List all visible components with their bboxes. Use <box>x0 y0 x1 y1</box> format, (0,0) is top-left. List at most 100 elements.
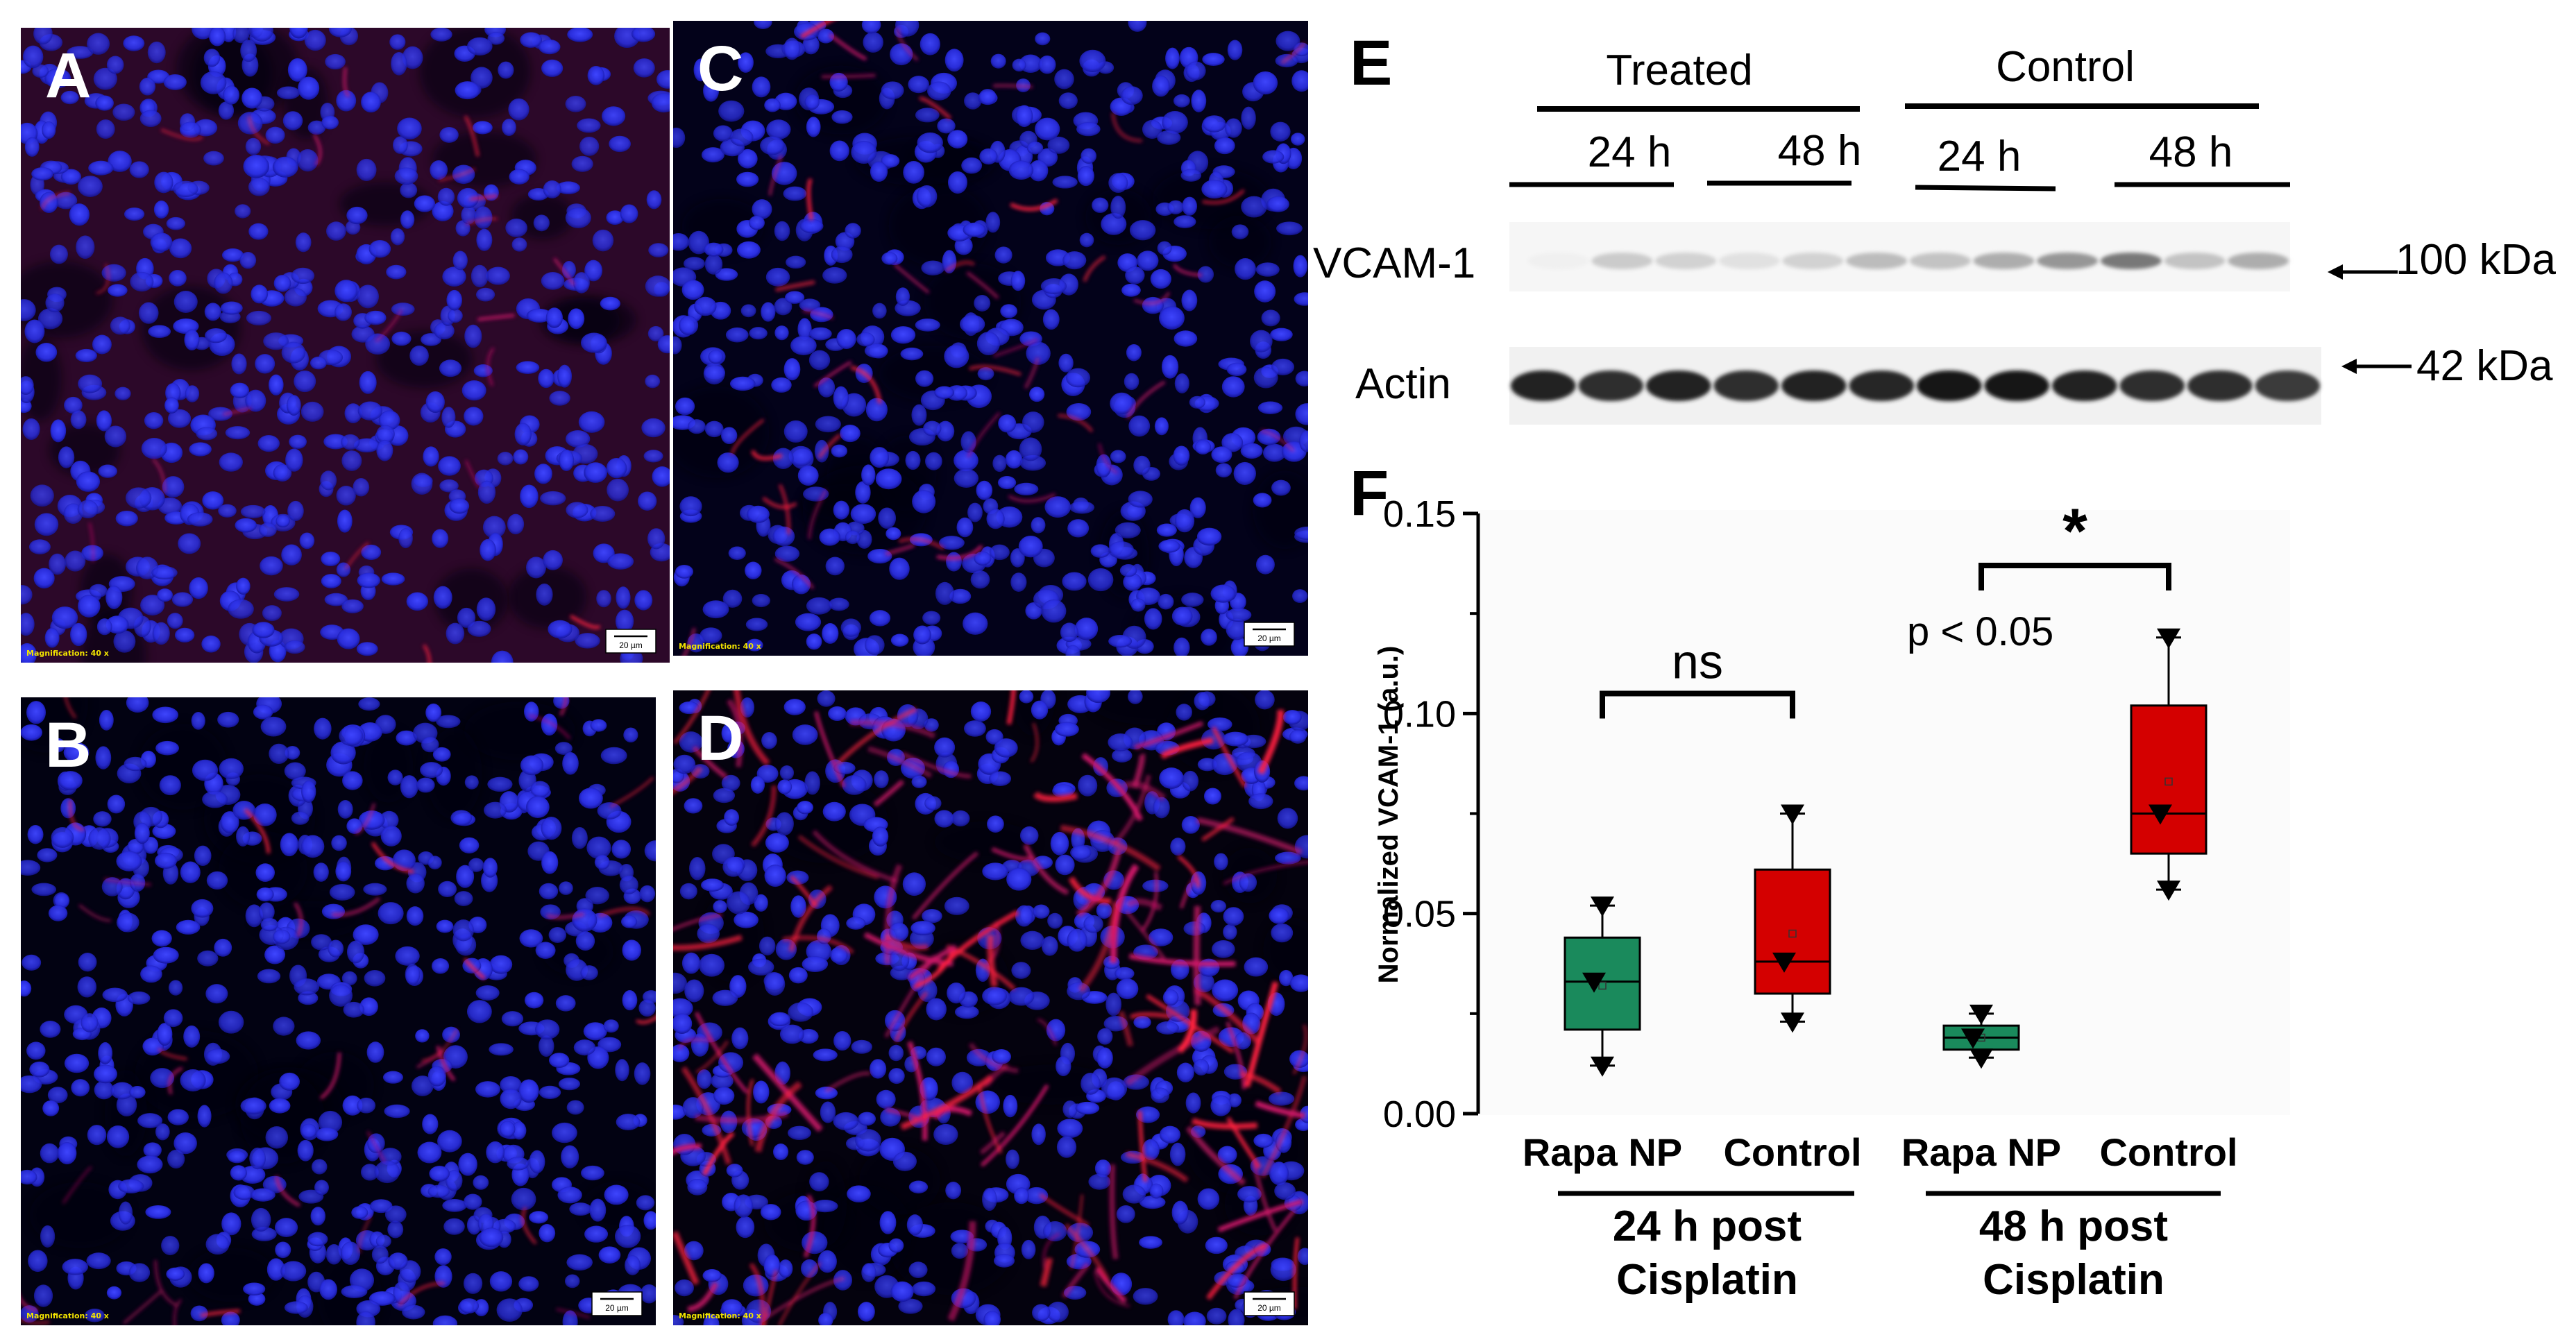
group-label: Cisplatin <box>1983 1256 2164 1304</box>
nucleus <box>386 264 407 280</box>
nucleus <box>163 1009 183 1028</box>
nucleus <box>722 589 743 608</box>
band <box>1849 371 1915 401</box>
nucleus <box>331 835 347 851</box>
nucleus <box>139 110 162 128</box>
nucleus <box>129 161 149 178</box>
nucleus <box>562 751 579 775</box>
nucleus <box>115 386 131 400</box>
nucleus <box>1225 118 1242 138</box>
nucleus <box>912 490 936 513</box>
nucleus <box>1019 437 1042 461</box>
nucleus <box>828 706 847 722</box>
band <box>1645 371 1711 401</box>
nucleus <box>110 316 130 335</box>
nucleus <box>486 266 510 285</box>
nucleus <box>1096 902 1112 919</box>
nucleus <box>300 1123 317 1139</box>
nucleus <box>908 76 929 94</box>
nucleus <box>1011 962 1031 979</box>
nucleus <box>84 1309 105 1323</box>
nucleus <box>802 1231 828 1255</box>
nucleus <box>989 771 1012 787</box>
nucleus <box>31 167 53 181</box>
nucleus <box>1096 1047 1113 1069</box>
nucleus <box>69 203 90 226</box>
nucleus <box>1079 49 1106 73</box>
nucleus <box>235 518 257 533</box>
nucleus <box>178 533 201 554</box>
vcam-stain <box>936 545 983 560</box>
nucleus <box>253 803 277 826</box>
nucleus <box>1000 304 1018 318</box>
nucleus <box>1022 411 1044 433</box>
nucleus <box>797 465 819 486</box>
nucleus <box>118 1179 144 1193</box>
nucleus <box>1271 923 1294 943</box>
nucleus <box>314 1180 329 1196</box>
nucleus <box>356 642 378 656</box>
nucleus <box>49 244 68 264</box>
nucleus <box>366 1041 384 1063</box>
vcam-stain <box>463 958 486 980</box>
nucleus <box>902 872 926 896</box>
nucleus <box>614 1225 641 1248</box>
nucleus <box>209 28 226 46</box>
nucleus <box>258 902 275 921</box>
nucleus <box>364 970 386 987</box>
vcam-stain <box>1033 791 1078 802</box>
nucleus <box>225 426 251 440</box>
nucleus <box>675 565 694 579</box>
nucleus <box>1193 1059 1210 1075</box>
nucleus <box>486 1141 505 1164</box>
nucleus <box>391 331 412 346</box>
vcam-stain <box>1233 1208 1296 1300</box>
nucleus <box>1125 266 1145 284</box>
nucleus <box>369 1199 393 1214</box>
nucleus <box>125 487 152 509</box>
nucleus <box>688 230 709 255</box>
nucleus <box>822 801 846 822</box>
nucleus <box>622 939 641 961</box>
nucleus <box>1153 797 1170 819</box>
nucleus <box>173 290 198 313</box>
nucleus <box>411 1075 434 1096</box>
nucleus <box>1008 987 1035 1006</box>
nucleus <box>963 222 986 237</box>
vcam-stain <box>873 779 905 807</box>
significance-annotations: ns*p < 0.05 <box>1600 496 2171 719</box>
nucleus <box>1295 371 1308 386</box>
vcam-stain <box>1110 863 1139 964</box>
nucleus <box>713 900 727 914</box>
nucleus <box>395 946 420 966</box>
vcam-stain <box>896 27 919 62</box>
band <box>2051 371 2117 401</box>
nucleus <box>855 481 871 504</box>
nucleus <box>123 35 145 51</box>
nucleus <box>1227 40 1243 60</box>
nucleus <box>94 1064 117 1084</box>
nucleus <box>329 883 355 901</box>
nucleus <box>905 450 921 470</box>
nucleus <box>822 623 839 644</box>
nucleus <box>1270 328 1293 341</box>
lumen-gap <box>794 65 888 135</box>
nucleus <box>895 287 910 306</box>
nucleus <box>463 1273 483 1294</box>
nucleus <box>831 110 853 124</box>
nucleus <box>189 442 212 457</box>
nucleus <box>47 1087 68 1104</box>
nucleus <box>1214 853 1228 871</box>
timepoint-label: 24 h <box>1938 133 2022 180</box>
nucleus <box>558 1078 580 1091</box>
nucleus <box>64 396 83 414</box>
nucleus <box>754 894 768 912</box>
nucleus <box>1293 255 1308 278</box>
nucleus <box>740 304 756 318</box>
nucleus <box>541 59 564 77</box>
nucleus <box>78 953 97 972</box>
vcam-stain <box>275 1175 301 1207</box>
vcam-stain <box>769 155 783 196</box>
nucleus <box>230 1165 247 1181</box>
nucleus <box>1270 1258 1296 1282</box>
